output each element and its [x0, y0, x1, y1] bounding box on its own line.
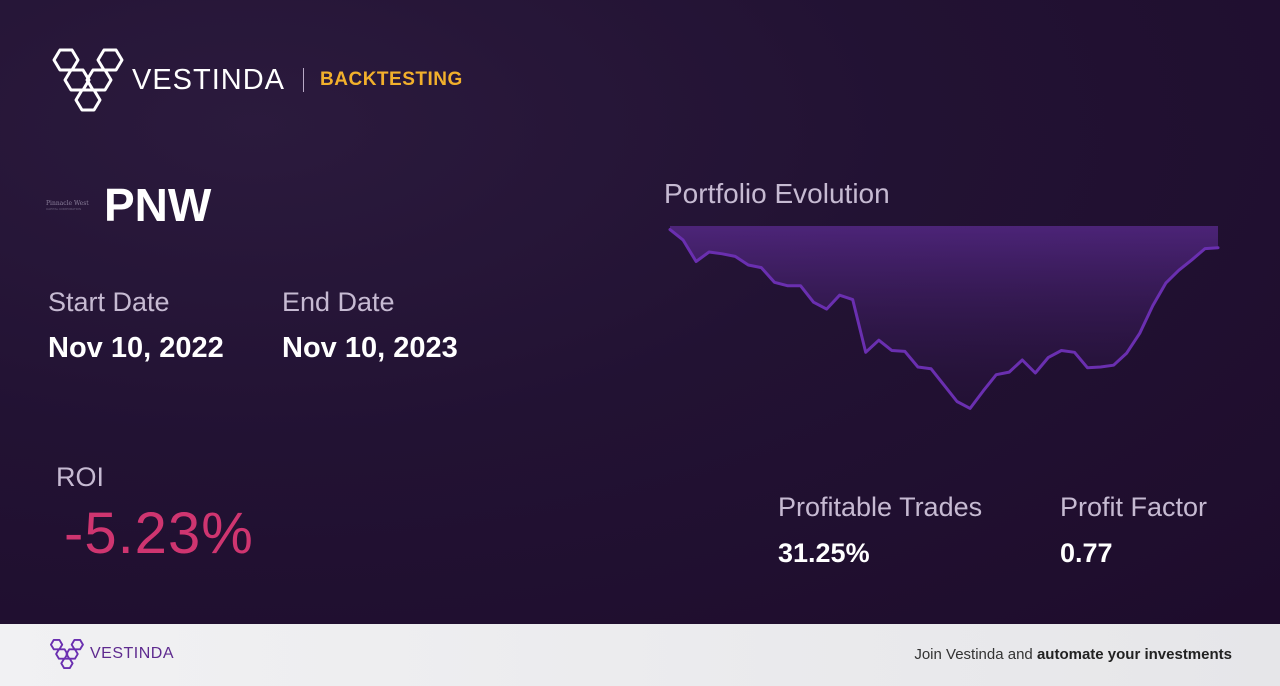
roi-value: -5.23%	[64, 501, 254, 566]
chart-title: Portfolio Evolution	[664, 178, 890, 209]
profitable-trades-label: Profitable Trades	[778, 492, 983, 522]
profitable-trades-value: 31.25%	[778, 538, 870, 568]
footer-bar: VESTINDA Join Vestinda and automate your…	[0, 624, 1280, 686]
start-date-value: Nov 10, 2022	[48, 332, 224, 364]
brand-tag: BACKTESTING	[320, 69, 463, 90]
start-date-label: Start Date	[48, 287, 170, 317]
ticker-symbol: PNW	[104, 179, 212, 231]
profit-factor-value: 0.77	[1060, 538, 1113, 568]
portfolio-chart	[668, 226, 1220, 410]
footer-cta-bold: automate your investments	[1036, 646, 1232, 663]
brand-name: VESTINDA	[132, 63, 286, 96]
ticker-heading: Pinnacle West CAPITAL CORPORATION PNW	[46, 178, 211, 232]
footer-brand-name: VESTINDA	[90, 645, 175, 662]
footer-vestinda-logo-icon	[50, 638, 84, 670]
vestinda-logo-icon	[52, 48, 124, 112]
roi-label: ROI	[56, 462, 105, 492]
end-date-label: End Date	[282, 287, 395, 317]
end-date-value: Nov 10, 2023	[282, 332, 458, 364]
company-logo: Pinnacle West CAPITAL CORPORATION	[46, 197, 96, 213]
company-logo-line2: CAPITAL CORPORATION	[46, 206, 82, 211]
footer-cta-prefix: Join Vestinda and	[914, 646, 1037, 663]
footer-cta[interactable]: Join Vestinda and automate your investme…	[914, 646, 1232, 663]
backtest-card: VESTINDA BACKTESTING Pinnacle West CAPIT…	[0, 0, 1280, 624]
header-logo[interactable]: VESTINDA BACKTESTING	[48, 46, 463, 114]
chart-series-line	[668, 228, 1220, 410]
brand-divider	[303, 68, 305, 92]
profit-factor-label: Profit Factor	[1060, 492, 1208, 522]
company-logo-line1: Pinnacle West	[46, 199, 89, 207]
footer-logo[interactable]: VESTINDA	[48, 638, 174, 670]
chart-area-fill	[670, 226, 1218, 409]
